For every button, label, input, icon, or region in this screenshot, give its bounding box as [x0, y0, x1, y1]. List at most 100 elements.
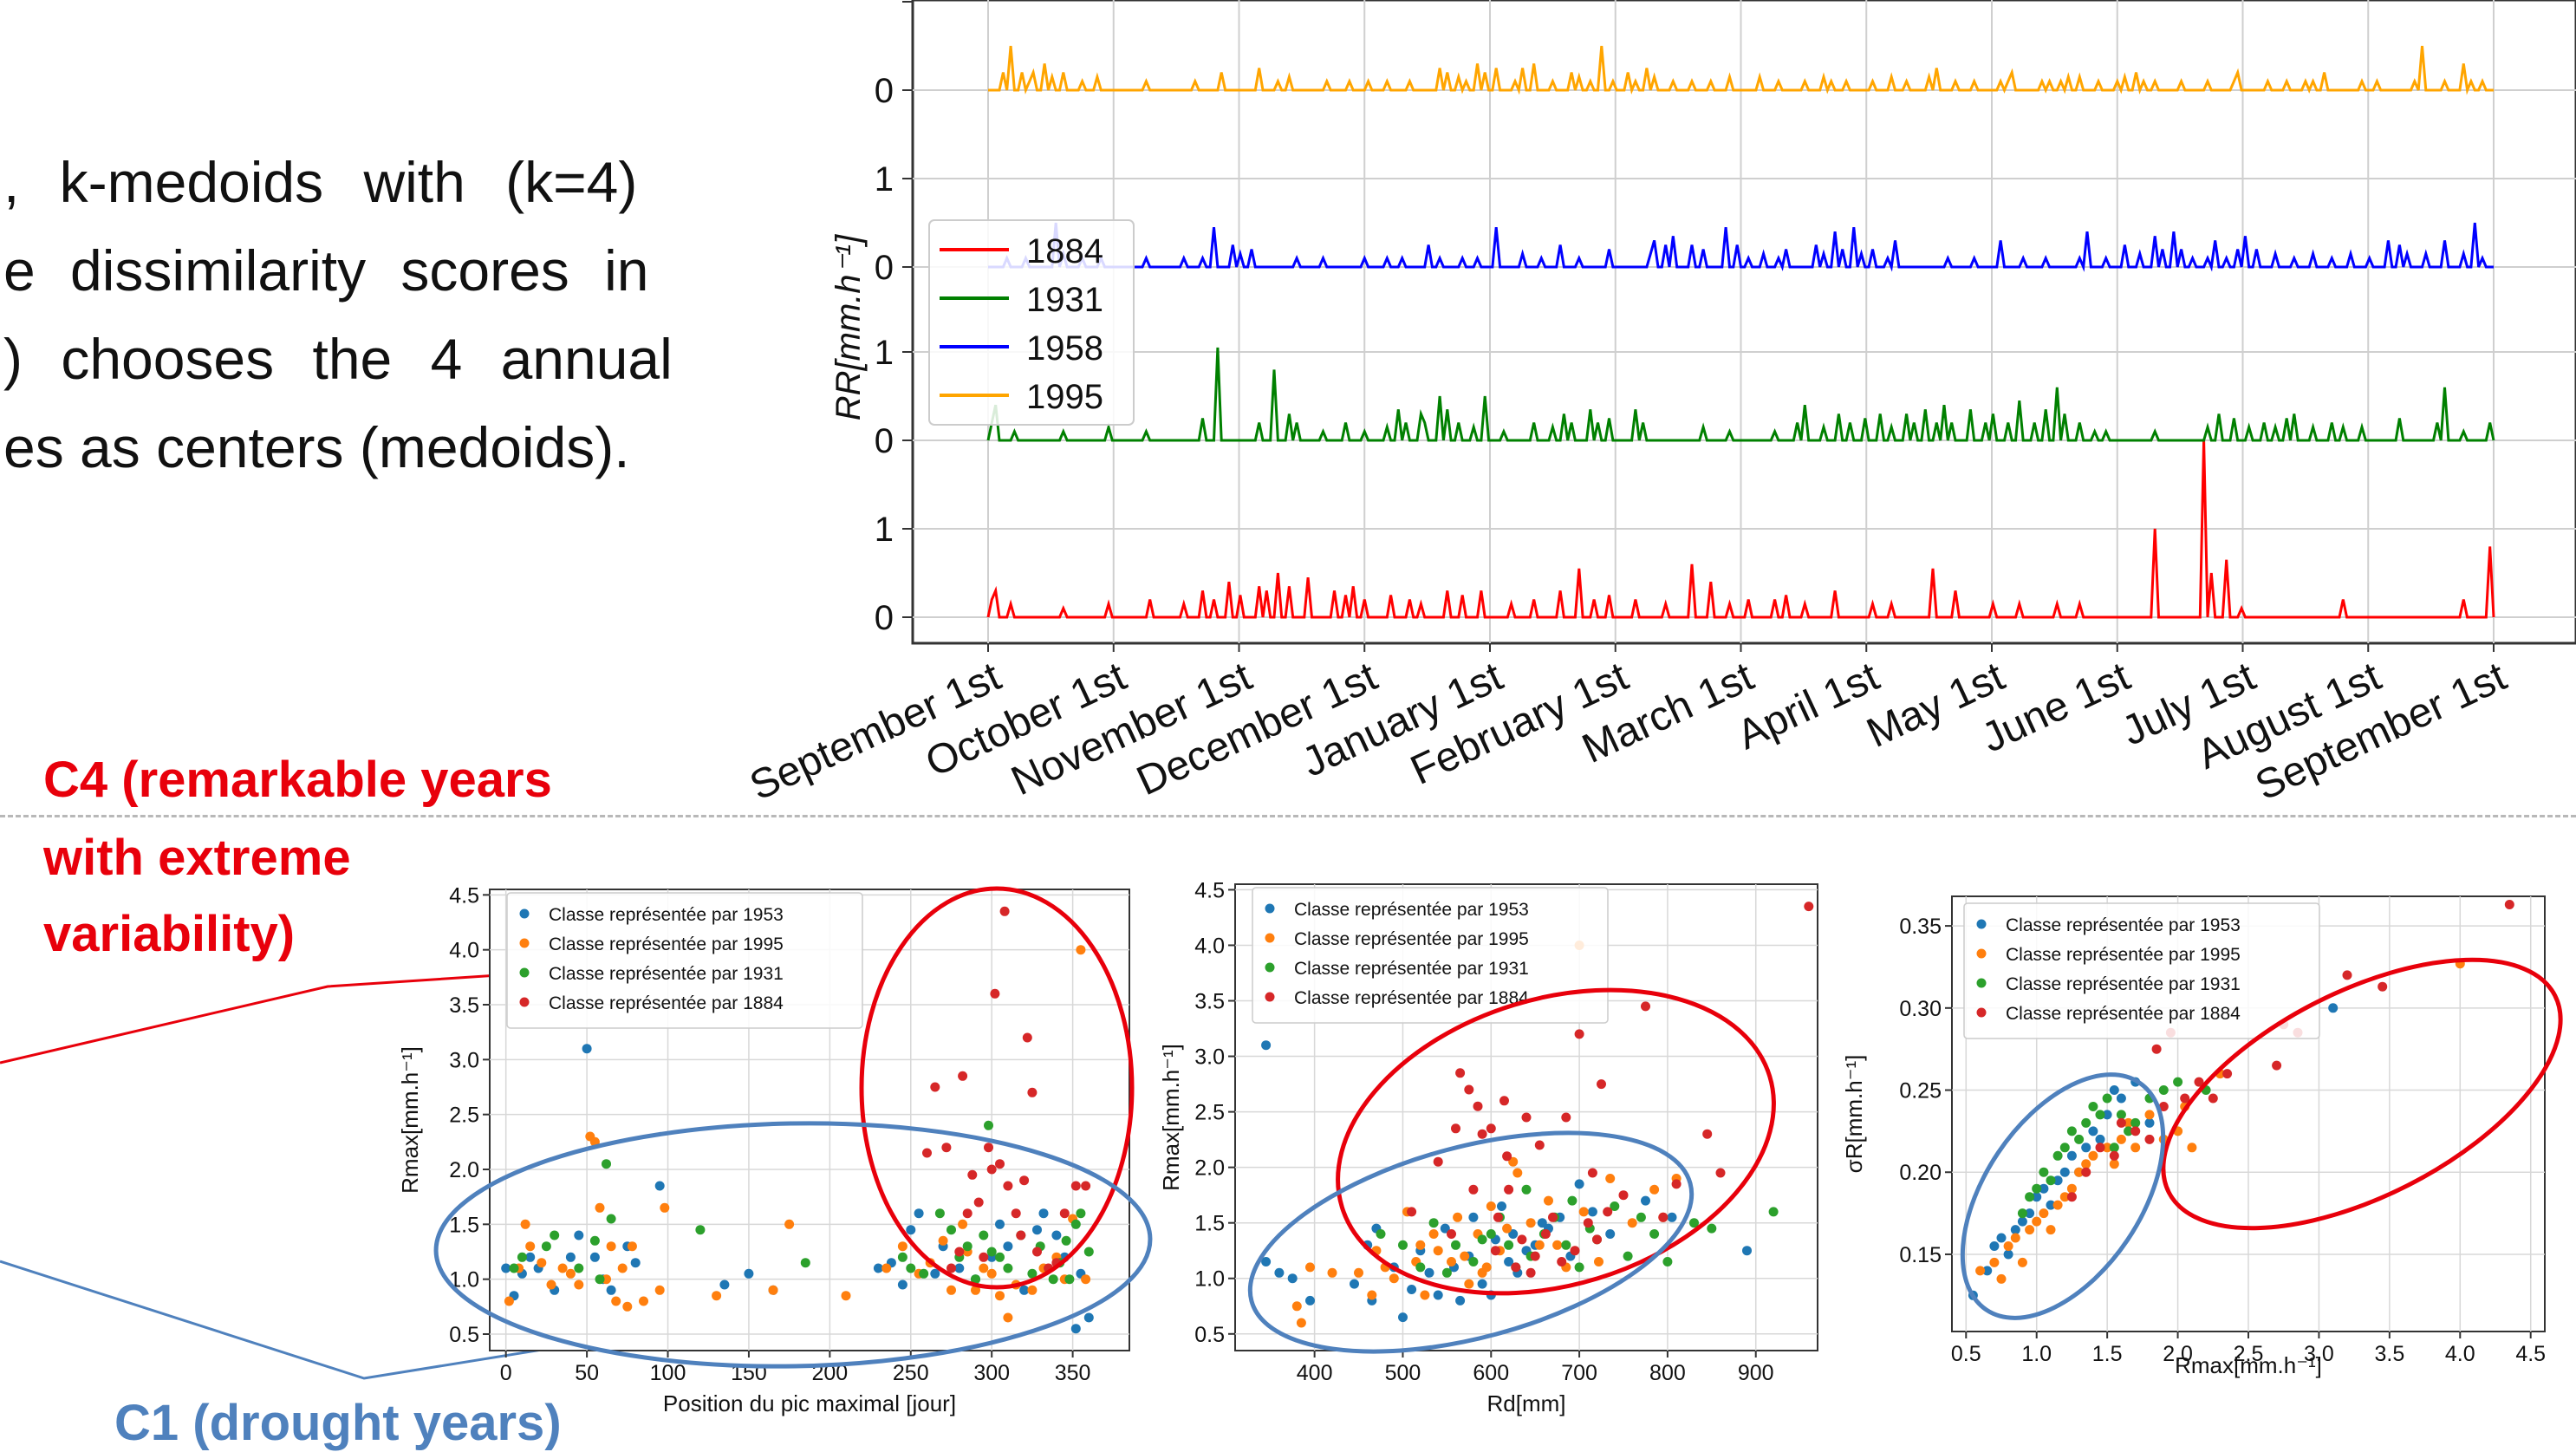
scatter-point	[2039, 1167, 2049, 1177]
c4-label-line: with extreme	[43, 830, 351, 886]
y-tick-label: 0	[875, 249, 894, 287]
scatter-point	[2144, 1134, 2155, 1144]
scatter-point	[2109, 1159, 2119, 1169]
legend-label: Classe représentée par 1953	[549, 905, 784, 925]
scatter-point	[2032, 1216, 2042, 1227]
legend-label: Classe représentée par 1953	[1294, 900, 1529, 920]
scatter-point	[2059, 1143, 2070, 1153]
x-axis-label: Rd[mm]	[1487, 1390, 1566, 1416]
legend-label: Classe représentée par 1995	[2006, 945, 2241, 965]
x-axis-label: Rmax[mm.h⁻¹]	[2175, 1352, 2322, 1378]
scatter-point	[2010, 1233, 2020, 1243]
x-tick-label: 2.0	[2163, 1342, 2193, 1366]
scatter-point	[2109, 1150, 2119, 1161]
scatter-point	[2116, 1134, 2126, 1144]
scatter-point	[2116, 1117, 2126, 1128]
scatter-point	[2088, 1126, 2098, 1136]
series-line-1931	[986, 347, 2495, 442]
scatter-point	[2059, 1167, 2070, 1177]
legend-label: 1958	[1026, 329, 1103, 368]
y-tick-label: 1.0	[1194, 1267, 1225, 1292]
legend-label: 1995	[1026, 378, 1103, 416]
legend-label: Classe représentée par 1884	[549, 993, 784, 1013]
legend-marker	[519, 908, 530, 919]
intro-line: ) chooses the 4 annual	[3, 327, 673, 391]
x-tick-label: 1.5	[2092, 1342, 2123, 1366]
x-tick-label: 900	[1738, 1361, 1774, 1385]
y-tick-label: 1	[875, 160, 894, 199]
y-tick-label: 3.0	[449, 1048, 479, 1072]
scatter-point	[1996, 1273, 2007, 1284]
legend-marker	[519, 997, 530, 1007]
y-tick-label: 1	[875, 511, 894, 549]
x-axis-label: Position du pic maximal [jour]	[663, 1390, 956, 1416]
scatter-point	[2025, 1225, 2035, 1235]
scatter-point	[2046, 1225, 2056, 1235]
scatter-point	[2328, 1003, 2339, 1013]
scatter-point	[2066, 1150, 2077, 1161]
y-tick-label: 4.5	[1194, 878, 1225, 902]
x-tick-label: 1.0	[2021, 1342, 2052, 1366]
legend-label: Classe représentée par 1995	[1294, 929, 1529, 949]
scatter-point	[582, 1044, 592, 1054]
legend-marker	[519, 938, 530, 948]
y-tick-label: 4.0	[1194, 934, 1225, 958]
scatter-point	[2081, 1159, 2091, 1169]
x-tick-label: 3.5	[2374, 1342, 2404, 1366]
scatter-point	[2144, 1117, 2155, 1128]
scatter-point	[2046, 1175, 2056, 1186]
y-tick-label: 0.25	[1899, 1079, 1942, 1104]
legend-marker	[1265, 933, 1275, 943]
scatter-point	[2342, 970, 2352, 980]
scatter-point	[2151, 1044, 2162, 1054]
scatter-point	[1968, 1290, 1978, 1300]
y-tick-label: 0.35	[1899, 915, 1942, 939]
y-tick-label: 3.5	[1194, 990, 1225, 1014]
scatter-point	[2116, 1110, 2126, 1120]
scatter-point	[2066, 1183, 2077, 1194]
scatter-point	[2180, 1102, 2190, 1111]
scatter-point	[2173, 1077, 2183, 1087]
scatter-point	[2272, 1060, 2282, 1071]
scatter-point	[2066, 1126, 2077, 1136]
scatter-point	[2095, 1110, 2105, 1120]
scatter-point	[2208, 1093, 2218, 1104]
scatter-point	[2088, 1102, 2098, 1111]
x-tick-label: 4.0	[2445, 1342, 2475, 1366]
y-tick-label: 0	[875, 599, 894, 637]
scatter-point	[1989, 1257, 2000, 1267]
scatter-point	[2455, 959, 2465, 969]
y-axis-label: Rmax[mm.h⁻¹]	[1158, 1044, 1184, 1191]
y-tick-label: 0.30	[1899, 997, 1942, 1021]
legend-marker	[519, 967, 530, 978]
x-tick-label: 600	[1473, 1361, 1509, 1385]
scatter-point	[2032, 1183, 2042, 1194]
legend-marker	[1976, 948, 1987, 959]
y-tick-label: 4.5	[449, 883, 479, 908]
scatter-point	[2088, 1150, 2098, 1161]
scatter-point	[2074, 1134, 2085, 1144]
legend-label: Classe représentée par 1931	[2006, 974, 2241, 994]
scatter-point	[2081, 1117, 2091, 1128]
scatter-point	[2010, 1225, 2020, 1235]
scatter-point	[2052, 1200, 2063, 1210]
scatter-point	[2130, 1126, 2141, 1136]
y-axis-label: σR[mm.h⁻¹]	[1841, 1055, 1867, 1174]
y-axis-label: RR[mm.h⁻¹]	[829, 234, 868, 420]
intro-line: , k-medoids with (k=4)	[3, 150, 638, 214]
scatter-point	[1996, 1233, 2007, 1243]
intro-line: e dissimilarity scores in	[3, 238, 649, 303]
scatter-point	[2144, 1093, 2155, 1104]
y-tick-label: 3.5	[449, 993, 479, 1018]
legend-label: Classe représentée par 1884	[2006, 1004, 2241, 1024]
dashed-separator	[0, 815, 2576, 817]
legend-label: 1931	[1026, 281, 1103, 319]
scatter-point	[2144, 1110, 2155, 1120]
scatter-point	[1804, 902, 1814, 912]
legend-marker	[1976, 919, 1987, 929]
x-tick-label: 800	[1649, 1361, 1686, 1385]
series-line-1958	[988, 222, 2494, 272]
scatter-point	[2095, 1134, 2105, 1144]
